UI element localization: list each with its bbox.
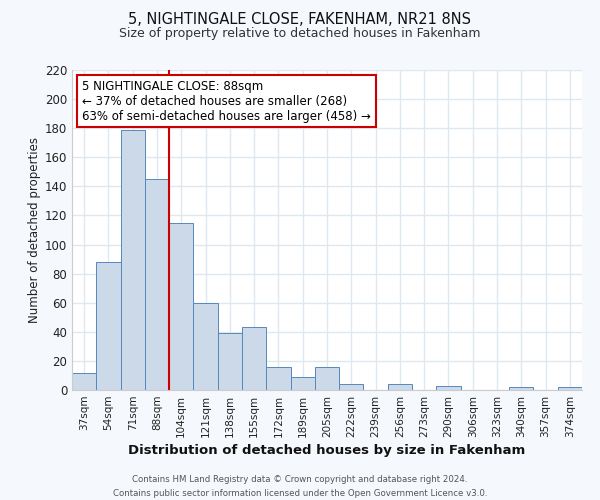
Bar: [266, 366, 290, 390]
Y-axis label: Number of detached properties: Number of detached properties: [28, 137, 41, 323]
X-axis label: Distribution of detached houses by size in Fakenham: Distribution of detached houses by size …: [128, 444, 526, 457]
Text: Contains HM Land Registry data © Crown copyright and database right 2024.
Contai: Contains HM Land Registry data © Crown c…: [113, 476, 487, 498]
Bar: [145, 179, 169, 390]
Bar: [72, 372, 96, 390]
Text: Size of property relative to detached houses in Fakenham: Size of property relative to detached ho…: [119, 28, 481, 40]
Bar: [193, 302, 218, 390]
Bar: [290, 377, 315, 390]
Text: 5 NIGHTINGALE CLOSE: 88sqm
← 37% of detached houses are smaller (268)
63% of sem: 5 NIGHTINGALE CLOSE: 88sqm ← 37% of deta…: [82, 80, 371, 122]
Bar: [218, 334, 242, 390]
Bar: [96, 262, 121, 390]
Bar: [169, 222, 193, 390]
Bar: [242, 328, 266, 390]
Text: 5, NIGHTINGALE CLOSE, FAKENHAM, NR21 8NS: 5, NIGHTINGALE CLOSE, FAKENHAM, NR21 8NS: [128, 12, 472, 28]
Bar: [509, 387, 533, 390]
Bar: [388, 384, 412, 390]
Bar: [339, 384, 364, 390]
Bar: [121, 130, 145, 390]
Bar: [558, 387, 582, 390]
Bar: [436, 386, 461, 390]
Bar: [315, 366, 339, 390]
